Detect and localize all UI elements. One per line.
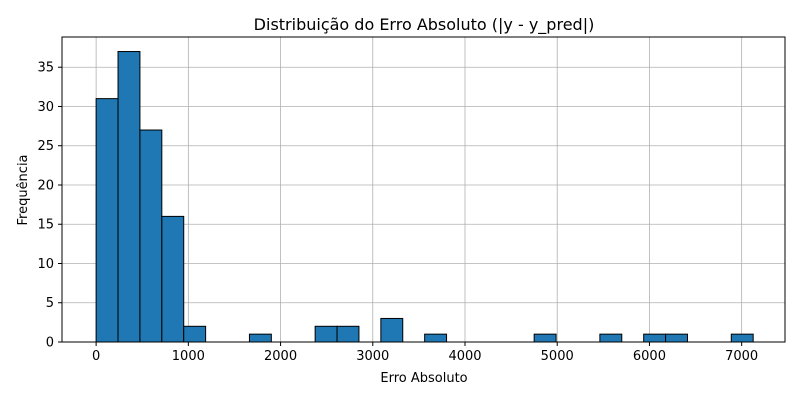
x-tick-label: 5000: [541, 349, 574, 364]
histogram-bar: [95, 98, 119, 343]
plot-frame: [61, 36, 786, 343]
chart-title: Distribuição do Erro Absoluto (|y - y_pr…: [254, 15, 595, 35]
histogram-bar: [117, 51, 141, 343]
x-tick-label: 4000: [448, 349, 481, 364]
y-tick-label: 0: [46, 336, 54, 351]
histogram-bar: [139, 129, 163, 343]
histogram-bar: [730, 333, 754, 343]
histogram-bar: [599, 333, 623, 343]
x-tick-label: 0: [92, 349, 100, 364]
histogram-bar: [248, 333, 272, 343]
y-tick-label: 5: [46, 296, 54, 311]
x-tick-label: 1000: [172, 349, 205, 364]
histogram-bar: [424, 333, 448, 343]
y-axis-label: Frequência: [16, 154, 31, 225]
x-tick-label: 2000: [264, 349, 297, 364]
histogram-bar: [161, 215, 185, 343]
x-tick-label: 7000: [725, 349, 758, 364]
y-tick-label: 20: [37, 178, 54, 193]
x-tick-label: 3000: [356, 349, 389, 364]
y-tick-label: 35: [37, 61, 54, 76]
y-tick-label: 30: [37, 100, 54, 115]
histogram-bar: [380, 317, 404, 343]
y-tick-label: 25: [37, 139, 54, 154]
histogram-bar: [183, 325, 207, 343]
histogram-bar: [314, 325, 338, 343]
y-tick-label: 10: [37, 257, 54, 272]
histogram-bars: [95, 51, 754, 343]
histogram-bar: [643, 333, 667, 343]
histogram-bar: [665, 333, 688, 343]
y-tick-label: 15: [37, 218, 54, 233]
histogram-bar: [533, 333, 557, 343]
x-axis-label: Erro Absoluto: [380, 371, 467, 386]
x-axis-ticks: 0 1000 2000 3000 4000 5000 6000 7000: [92, 342, 758, 364]
plot-axes: [61, 36, 786, 343]
y-axis-ticks: 0 5 10 15 20 25 30 35: [37, 61, 62, 351]
histogram-bar: [336, 325, 360, 343]
x-tick-label: 6000: [633, 349, 666, 364]
